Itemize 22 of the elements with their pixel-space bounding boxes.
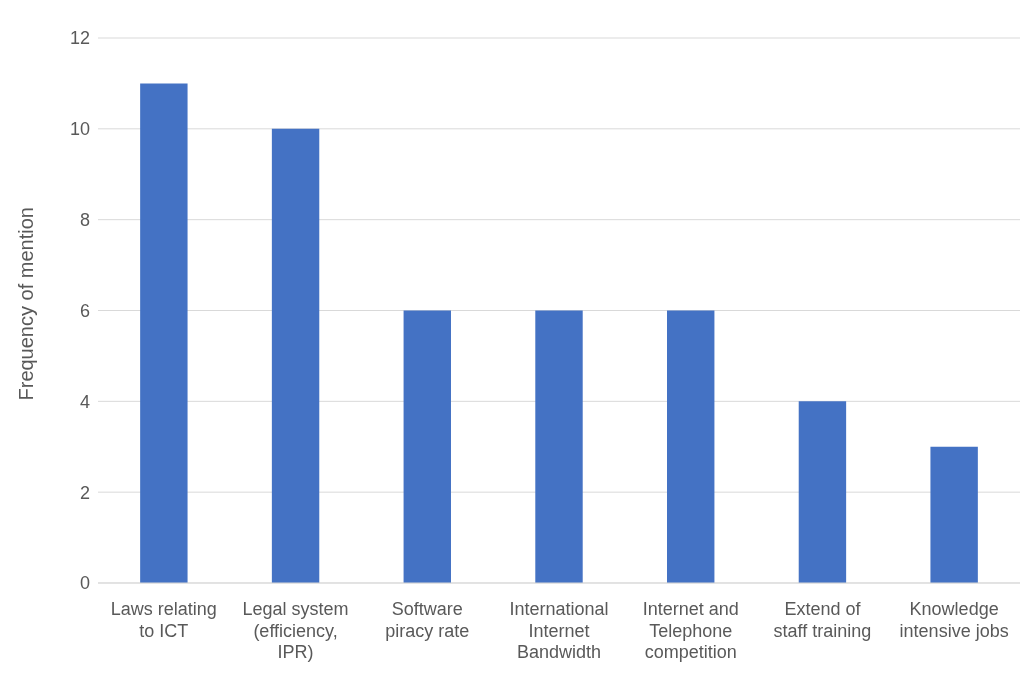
x-tick-label: Software piracy rate	[385, 599, 470, 641]
x-tick-label: Laws relating to ICT	[110, 599, 217, 641]
x-tick-label: Knowledge intensive jobs	[899, 599, 1009, 641]
bar	[667, 310, 715, 583]
y-tick-label: 0	[79, 573, 90, 594]
bar	[798, 401, 847, 583]
bar	[535, 310, 583, 583]
x-tick-label: Extend of staff training	[773, 599, 872, 641]
y-axis-title: Frequency of mention	[15, 207, 38, 401]
y-tick-label: 2	[79, 482, 90, 503]
x-tick-label: Internet and Telephone competition	[642, 599, 739, 663]
y-tick-label: 8	[79, 210, 90, 231]
bar	[140, 83, 188, 583]
bar	[271, 128, 320, 583]
x-tick-label: Legal system (efficiency, IPR)	[242, 599, 349, 663]
x-tick-label: International Internet Bandwidth	[509, 599, 609, 663]
y-tick-label: 6	[79, 300, 90, 321]
bar	[930, 446, 978, 583]
y-tick-label: 4	[79, 391, 90, 412]
y-tick-label: 10	[69, 119, 90, 140]
y-tick-label: 12	[69, 28, 90, 49]
bar	[403, 310, 451, 583]
